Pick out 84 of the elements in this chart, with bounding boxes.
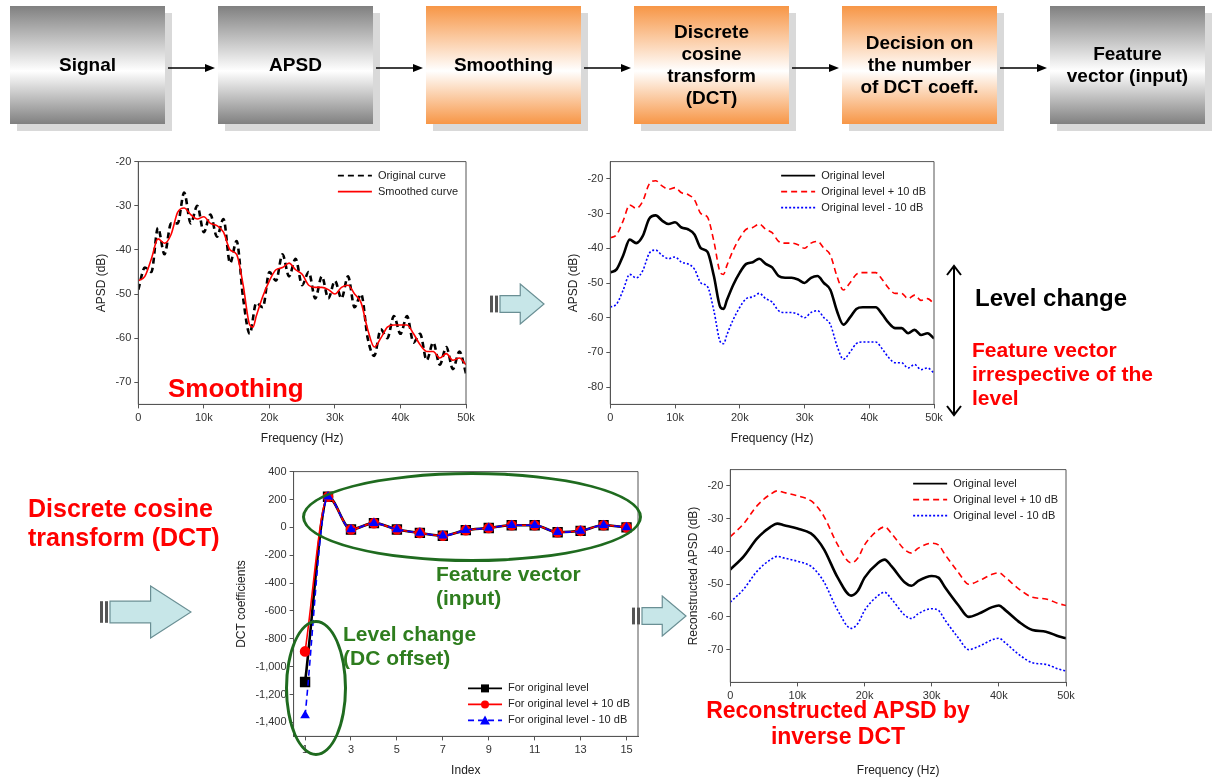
annotation: Level change (DC offset): [343, 622, 478, 671]
text: Level change: [975, 284, 1129, 312]
y-tick-label: -20: [707, 479, 724, 491]
annotation: Feature vector (input): [436, 562, 582, 611]
y-tick-label: -800: [264, 631, 287, 644]
x-tick-label: 5: [393, 743, 400, 756]
legend-label: Original level + 10 dB: [953, 492, 1059, 505]
x-tick-label: 20k: [730, 411, 750, 424]
x-tick-label: 40k: [989, 689, 1009, 702]
text: Signal: [58, 54, 116, 76]
y-axis-title: APSD (dB): [93, 253, 108, 313]
text: Discrete cosine transform (DCT): [666, 21, 757, 109]
y-tick-label: -1,400: [255, 715, 287, 728]
y-tick-label: -40: [707, 544, 724, 557]
y-tick-label: -40: [115, 242, 132, 255]
y-tick-label: -40: [587, 241, 604, 254]
y-tick-label: -50: [707, 577, 724, 590]
x-tick-label: 0: [607, 411, 614, 424]
y-tick-label: -60: [707, 609, 724, 622]
legend-label: Original level - 10 dB: [953, 508, 1056, 521]
x-tick-label: 9: [485, 743, 492, 756]
y-tick-label: -70: [707, 642, 724, 655]
x-tick-label: 0: [135, 411, 142, 424]
y-tick-label: -60: [587, 310, 604, 323]
text: APSD: [269, 54, 322, 76]
x-tick-label: 15: [620, 743, 633, 756]
x-axis-title: Frequency (Hz): [260, 431, 344, 446]
y-tick-label: 200: [268, 492, 287, 505]
y-tick-label: -30: [587, 206, 604, 219]
x-tick-label: 10k: [194, 411, 214, 424]
y-axis-title: DCT coefficients: [233, 560, 248, 648]
x-tick-label: 40k: [391, 411, 410, 424]
text: Feature vector irrespective of the level: [972, 338, 1154, 411]
x-axis-title: Frequency (Hz): [730, 431, 814, 446]
x-tick-label: 20k: [855, 689, 874, 702]
annotation: Smoothing: [168, 373, 305, 404]
legend-label: Original level: [953, 476, 1017, 489]
y-tick-label: -70: [115, 375, 132, 388]
y-tick-label: -60: [115, 331, 132, 344]
text: Feature vector (input): [1066, 43, 1189, 87]
y-tick-label: -70: [587, 345, 604, 358]
legend-label: Original level: [821, 168, 885, 181]
y-tick-label: -400: [264, 576, 287, 589]
x-tick-label: 30k: [795, 411, 814, 424]
x-tick-label: 11: [528, 743, 541, 756]
legend-label: Original level - 10 dB: [821, 200, 924, 213]
legend-label: Smoothed curve: [377, 184, 459, 197]
x-tick-label: 50k: [925, 411, 944, 424]
legend-label: For original level - 10 dB: [508, 713, 628, 726]
x-tick-label: 0: [727, 689, 734, 702]
x-tick-label: 50k: [1057, 689, 1076, 702]
legend-label: Original level + 10 dB: [821, 184, 927, 197]
x-tick-label: 3: [347, 743, 355, 756]
y-tick-label: -1,000: [255, 659, 287, 672]
y-tick-label: -50: [587, 276, 604, 289]
y-tick-label: -600: [264, 604, 287, 616]
y-tick-label: 0: [280, 520, 287, 533]
x-tick-label: 13: [574, 743, 587, 756]
legend-label: For original level + 10 dB: [508, 697, 630, 710]
x-tick-label: 50k: [457, 411, 476, 424]
x-tick-label: 7: [439, 743, 446, 756]
y-tick-label: -20: [115, 154, 132, 167]
legend-label: Original curve: [377, 168, 446, 181]
x-tick-label: 30k: [326, 411, 345, 424]
x-tick-label: 10k: [788, 689, 807, 702]
y-tick-label: 400: [268, 464, 287, 477]
legend-label: For original level: [508, 681, 589, 694]
x-axis-title: Frequency (Hz): [856, 763, 940, 778]
y-tick-label: -50: [115, 287, 132, 300]
y-tick-label: -30: [115, 198, 132, 211]
text: Decision on the number of DCT coeff.: [859, 32, 980, 98]
x-axis-title: Index: [451, 763, 481, 778]
x-tick-label: 10k: [666, 411, 685, 424]
x-tick-label: 30k: [922, 689, 942, 702]
y-tick-label: -30: [707, 511, 724, 524]
x-tick-label: 20k: [260, 411, 279, 424]
text: Smoothing: [453, 54, 554, 76]
text: Discrete cosine transform (DCT): [28, 494, 221, 552]
y-axis-title: APSD (dB): [565, 253, 580, 313]
y-tick-label: -200: [264, 548, 287, 561]
x-tick-label: 40k: [860, 411, 879, 424]
y-tick-label: -20: [587, 171, 604, 184]
y-tick-label: -80: [587, 380, 604, 393]
y-axis-title: Reconstructed APSD (dB): [685, 506, 700, 646]
